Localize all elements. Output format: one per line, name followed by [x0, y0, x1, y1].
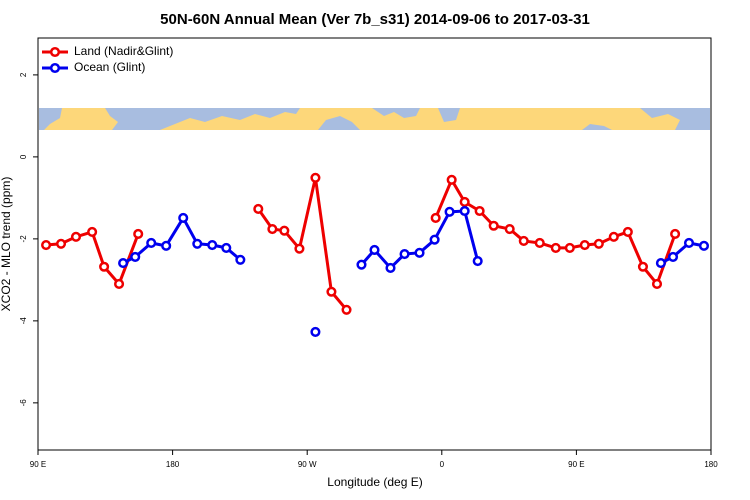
series-point	[459, 196, 470, 208]
series-point	[472, 255, 483, 267]
series-point	[667, 251, 679, 262]
y-tick-label: -2	[19, 235, 28, 243]
series-point	[294, 243, 305, 254]
series-point	[192, 238, 203, 249]
plot-frame	[37, 37, 712, 451]
legend-marker	[49, 46, 61, 58]
x-tick-label: 180	[704, 460, 718, 469]
series-point	[474, 205, 485, 217]
series-point	[446, 174, 457, 185]
series-point	[207, 239, 218, 251]
series-point	[114, 278, 125, 290]
legend-marker	[49, 62, 61, 74]
series-point	[341, 304, 352, 315]
series-point	[161, 240, 172, 251]
series-point	[504, 223, 515, 235]
series-point	[267, 223, 278, 235]
series-point	[429, 234, 440, 245]
series-point	[310, 326, 321, 337]
series-point	[55, 238, 67, 249]
x-axis-label: Longitude (deg E)	[327, 475, 422, 489]
x-tick-label: 90 W	[298, 460, 317, 469]
series-point	[326, 286, 337, 297]
series-point	[369, 244, 380, 255]
series-point	[579, 239, 590, 251]
series-point	[146, 237, 157, 249]
series-point	[385, 262, 396, 274]
series-point	[698, 240, 710, 251]
series-point	[518, 235, 529, 246]
series-point	[118, 258, 129, 269]
series-point	[399, 248, 410, 260]
series-point	[178, 212, 189, 224]
series-point	[99, 261, 110, 272]
y-tick-label: -4	[19, 317, 28, 325]
series-point	[221, 242, 232, 253]
series-point	[534, 237, 545, 249]
series-point	[130, 251, 141, 262]
x-tick-label: 0	[440, 460, 445, 469]
legend-label: Ocean (Glint)	[74, 60, 145, 74]
series-point	[655, 258, 666, 269]
series-point	[253, 203, 264, 214]
y-tick-label: 0	[19, 154, 28, 159]
x-tick-label: 90 E	[30, 460, 46, 469]
series-point	[70, 231, 82, 242]
chart-title: 50N-60N Annual Mean (Ver 7b_s31) 2014-09…	[160, 11, 590, 28]
y-axis-label: XCO2 - MLO trend (ppm)	[0, 177, 13, 312]
series-point	[41, 239, 52, 251]
series-point	[279, 225, 290, 236]
series-point	[670, 228, 681, 240]
series-point	[637, 261, 649, 272]
x-tick-label: 90 E	[568, 460, 584, 469]
series-point	[550, 242, 561, 253]
y-tick-label: 2	[19, 72, 28, 77]
series-point	[593, 238, 604, 249]
series-point	[414, 247, 425, 258]
x-tick-label: 180	[166, 460, 180, 469]
series-point	[564, 242, 575, 253]
y-tick-label: -6	[19, 399, 28, 407]
legend-label: Land (Nadir&Glint)	[74, 44, 173, 58]
series-point	[488, 220, 499, 231]
series-point	[651, 278, 663, 290]
series-point	[356, 259, 367, 270]
series-point	[430, 212, 441, 224]
series-point	[133, 228, 144, 240]
series-point	[310, 172, 321, 183]
series-point	[622, 226, 633, 237]
series-point	[683, 237, 695, 249]
series-point	[608, 231, 619, 242]
map-strip	[39, 108, 710, 130]
series-point	[459, 205, 470, 217]
series-point	[235, 254, 246, 265]
series-point	[444, 206, 455, 217]
series-point	[87, 226, 98, 237]
